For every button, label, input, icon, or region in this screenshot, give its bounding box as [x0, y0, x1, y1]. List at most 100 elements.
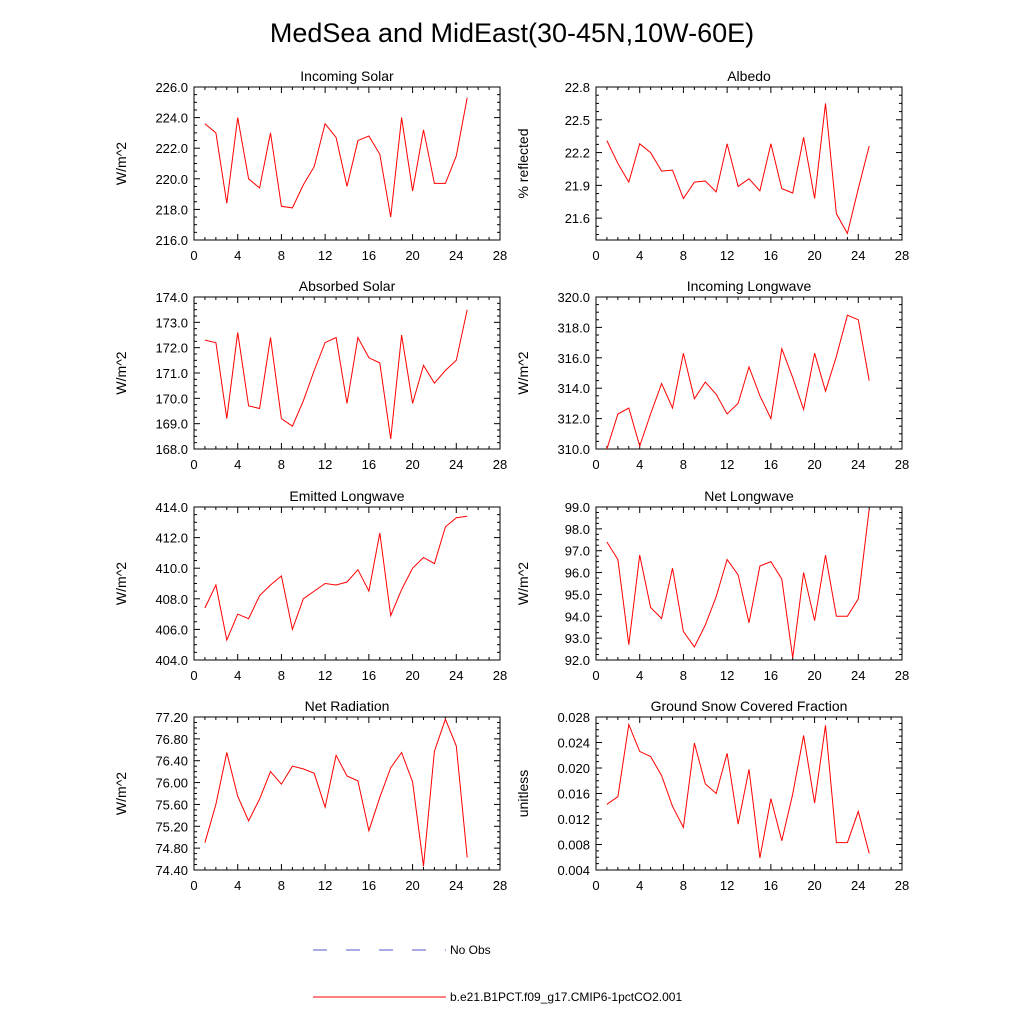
- panel-incoming-longwave: Incoming Longwave W/m^2 0 4 8 12 16 20 24 28 310.0…: [515, 278, 909, 472]
- ground-snow-covered-fraction-xtick-label: 24: [851, 878, 865, 893]
- net-longwave-series-line: [606, 509, 870, 658]
- ground-snow-covered-fraction-xtick-label: 28: [895, 878, 909, 893]
- incoming-longwave-xtick-label: 0: [592, 457, 599, 472]
- emitted-longwave-ytick-label: 410.0: [155, 561, 188, 576]
- legend: No Obs b.e21.B1PCT.f09_g17.CMIP6-1pctCO2.…: [313, 943, 682, 1004]
- net-longwave-ytick-label: 93.0: [565, 631, 590, 646]
- incoming-solar-xtick-label: 12: [318, 248, 332, 263]
- albedo-series-line: [606, 103, 870, 235]
- incoming-solar-plot-frame: [193, 86, 501, 241]
- absorbed-solar-ytick-label: 171.0: [155, 366, 188, 381]
- incoming-longwave-ytick-label: 316.0: [557, 351, 590, 366]
- incoming-solar-xtick-label: 16: [362, 248, 376, 263]
- net-longwave-xtick-label: 24: [851, 668, 865, 683]
- absorbed-solar-ytick-label: 172.0: [155, 341, 188, 356]
- ground-snow-covered-fraction-title: Ground Snow Covered Fraction: [651, 698, 848, 714]
- incoming-longwave-xtick-label: 20: [807, 457, 821, 472]
- absorbed-solar-xtick-label: 20: [405, 457, 419, 472]
- emitted-longwave-xtick-label: 28: [493, 668, 507, 683]
- net-radiation-ytick-label: 75.20: [155, 819, 188, 834]
- albedo-ylabel: % reflected: [515, 128, 531, 198]
- ground-snow-covered-fraction-xtick-label: 0: [592, 878, 599, 893]
- albedo-title: Albedo: [727, 68, 771, 84]
- incoming-longwave-ytick-label: 318.0: [557, 320, 590, 335]
- net-radiation-xtick-label: 4: [234, 878, 241, 893]
- absorbed-solar-ytick-label: 168.0: [155, 442, 188, 457]
- emitted-longwave-xtick-label: 0: [190, 668, 197, 683]
- incoming-longwave-title: Incoming Longwave: [687, 278, 812, 294]
- albedo-xtick-label: 20: [807, 248, 821, 263]
- emitted-longwave-ylabel: W/m^2: [113, 562, 129, 605]
- incoming-longwave-ytick-label: 310.0: [557, 442, 590, 457]
- ground-snow-covered-fraction-ytick-label: 0.008: [557, 838, 590, 853]
- net-radiation-ytick-label: 77.20: [155, 710, 188, 725]
- ground-snow-covered-fraction-ytick-label: 0.028: [557, 710, 590, 725]
- absorbed-solar-ylabel: W/m^2: [113, 351, 129, 394]
- emitted-longwave-ytick-label: 412.0: [155, 531, 188, 546]
- net-longwave-ytick-label: 95.0: [565, 587, 590, 602]
- ground-snow-covered-fraction-xtick-label: 4: [636, 878, 643, 893]
- absorbed-solar-title: Absorbed Solar: [299, 278, 396, 294]
- incoming-solar-xtick-label: 20: [405, 248, 419, 263]
- absorbed-solar-ytick-label: 169.0: [155, 417, 188, 432]
- albedo-ytick-label: 22.5: [565, 113, 590, 128]
- ground-snow-covered-fraction-plot-frame: [595, 716, 903, 871]
- absorbed-solar-xtick-label: 16: [362, 457, 376, 472]
- absorbed-solar-ytick-label: 174.0: [155, 290, 188, 305]
- panels: Incoming Solar W/m^2 0 4 8 12 16 20 24 28 216.0 218…: [113, 68, 909, 893]
- net-radiation-xtick-label: 24: [449, 878, 463, 893]
- legend-label-b-e21-b1pct-f09-g17-cmip6-1pctco2-001: b.e21.B1PCT.f09_g17.CMIP6-1pctCO2.001: [450, 990, 682, 1004]
- net-longwave-title: Net Longwave: [704, 488, 794, 504]
- net-radiation-xtick-label: 8: [278, 878, 285, 893]
- albedo-xtick-label: 0: [592, 248, 599, 263]
- net-longwave-xtick-label: 16: [764, 668, 778, 683]
- absorbed-solar-xtick-label: 28: [493, 457, 507, 472]
- incoming-longwave-ytick-label: 312.0: [557, 412, 590, 427]
- net-longwave-ytick-label: 97.0: [565, 544, 590, 559]
- incoming-solar-xtick-label: 4: [234, 248, 241, 263]
- net-radiation-xtick-label: 28: [493, 878, 507, 893]
- incoming-solar-title: Incoming Solar: [300, 68, 394, 84]
- absorbed-solar-plot-frame: [193, 296, 501, 450]
- net-radiation-series-line: [204, 717, 468, 867]
- net-longwave-xtick-label: 0: [592, 668, 599, 683]
- net-radiation-xtick-label: 12: [318, 878, 332, 893]
- net-longwave-ytick-label: 94.0: [565, 609, 590, 624]
- albedo-xtick-label: 12: [720, 248, 734, 263]
- emitted-longwave-xtick-label: 20: [405, 668, 419, 683]
- albedo-xtick-label: 8: [680, 248, 687, 263]
- ground-snow-covered-fraction-ytick-label: 0.024: [557, 736, 590, 751]
- incoming-solar-ylabel: W/m^2: [113, 142, 129, 185]
- panel-incoming-solar: Incoming Solar W/m^2 0 4 8 12 16 20 24 28 216.0 218…: [113, 68, 507, 263]
- net-radiation-xtick-label: 0: [190, 878, 197, 893]
- albedo-xtick-label: 16: [764, 248, 778, 263]
- albedo-plot-frame: [595, 86, 903, 241]
- incoming-longwave-xtick-label: 12: [720, 457, 734, 472]
- absorbed-solar-ytick-label: 170.0: [155, 391, 188, 406]
- net-longwave-xtick-label: 4: [636, 668, 643, 683]
- incoming-solar-ytick-label: 224.0: [155, 111, 188, 126]
- ground-snow-covered-fraction-ytick-label: 0.016: [557, 787, 590, 802]
- incoming-longwave-xtick-label: 28: [895, 457, 909, 472]
- panel-albedo: Albedo % reflected 0 4 8 12 16 20 24 28 21.6 21.9 22…: [515, 68, 909, 263]
- absorbed-solar-ytick-label: 173.0: [155, 315, 188, 330]
- incoming-longwave-series-line: [606, 314, 870, 450]
- net-longwave-ytick-label: 98.0: [565, 522, 590, 537]
- incoming-longwave-ytick-label: 314.0: [557, 381, 590, 396]
- net-longwave-xtick-label: 8: [680, 668, 687, 683]
- incoming-longwave-plot-frame: [595, 296, 903, 450]
- ground-snow-covered-fraction-xtick-label: 8: [680, 878, 687, 893]
- net-radiation-ylabel: W/m^2: [113, 772, 129, 815]
- legend-label-no-obs: No Obs: [450, 943, 491, 957]
- incoming-longwave-xtick-label: 8: [680, 457, 687, 472]
- net-radiation-ytick-label: 74.80: [155, 841, 188, 856]
- net-longwave-xtick-label: 28: [895, 668, 909, 683]
- emitted-longwave-ytick-label: 404.0: [155, 653, 188, 668]
- panel-net-radiation: Net Radiation W/m^2 0 4 8 12 16 20 24 28 74.40 74.8…: [113, 698, 507, 893]
- net-longwave-ytick-label: 96.0: [565, 566, 590, 581]
- ground-snow-covered-fraction-ylabel: unitless: [515, 770, 531, 817]
- albedo-xtick-label: 24: [851, 248, 865, 263]
- emitted-longwave-xtick-label: 8: [278, 668, 285, 683]
- ground-snow-covered-fraction-ytick-label: 0.012: [557, 812, 590, 827]
